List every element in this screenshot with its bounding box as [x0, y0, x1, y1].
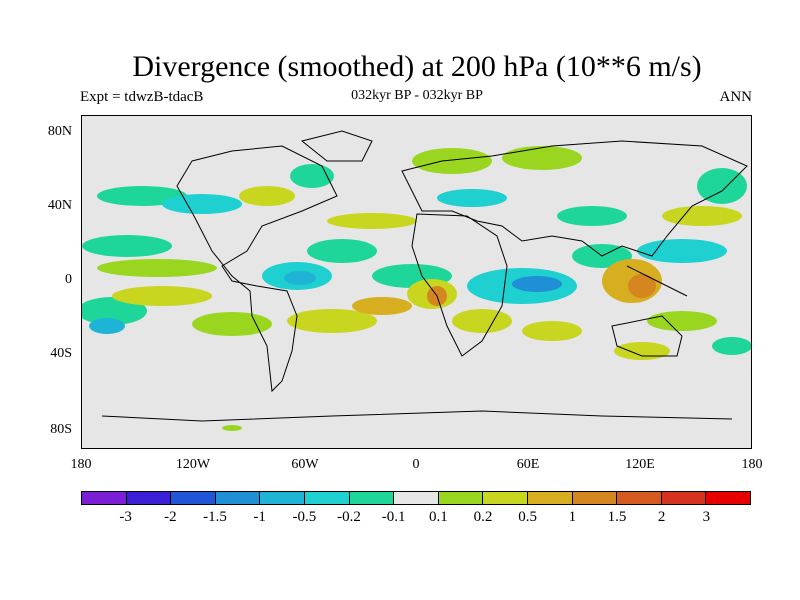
colorbar-segment	[215, 492, 261, 504]
colorbar-label: 0.1	[428, 509, 448, 525]
y-tick-label-2: 0	[65, 272, 72, 287]
colorbar-label: 1	[568, 509, 577, 525]
y-tick-label-4: 80S	[50, 422, 72, 437]
map-plot-area	[81, 115, 752, 449]
experiment-label: Expt = tdwzB-tdacB	[80, 89, 204, 105]
season-label: ANN	[719, 89, 753, 105]
colorbar-segment	[126, 492, 172, 504]
colorbar-label: -0.5	[292, 509, 317, 525]
colorbar-segment	[171, 492, 216, 504]
x-tick-label-1: 120W	[175, 457, 211, 472]
colorbar-label: 0.5	[518, 509, 538, 525]
divergence-map	[82, 130, 751, 431]
colorbar	[81, 491, 751, 505]
colorbar-label: -0.2	[337, 509, 361, 525]
x-tick-label-6: 180	[741, 457, 763, 472]
colorbar-segment	[82, 492, 127, 504]
colorbar-segment	[527, 492, 573, 504]
colorbar-label: -2	[164, 509, 177, 525]
colorbar-segment	[706, 492, 750, 504]
colorbar-label: 3	[702, 509, 711, 525]
colorbar-label: -1	[253, 509, 266, 525]
colorbar-segment	[617, 492, 662, 504]
y-tick-label-3: 40S	[50, 346, 72, 361]
x-tick-label-2: 60W	[291, 457, 319, 472]
x-tick-label-4: 60E	[516, 457, 540, 472]
y-tick-label-1: 40N	[47, 198, 72, 213]
colorbar-segment	[438, 492, 484, 504]
period-label: 032kyr BP - 032kyr BP	[351, 88, 483, 103]
x-tick-label-3: 0	[412, 457, 420, 472]
colorbar-label: 1.5	[607, 509, 627, 525]
coastlines	[101, 130, 748, 422]
x-tick-label-5: 120E	[625, 457, 655, 472]
colorbar-segment	[304, 492, 350, 504]
x-tick-label-0: 180	[70, 457, 92, 472]
colorbar-label: -0.1	[381, 509, 406, 525]
divergence-field	[82, 146, 751, 431]
colorbar-label: -3	[119, 509, 132, 525]
colorbar-segment	[349, 492, 395, 504]
map-title: Divergence (smoothed) at 200 hPa (10**6 …	[132, 50, 702, 83]
y-tick-label-0: 80N	[47, 124, 72, 139]
colorbar-segment	[661, 492, 707, 504]
colorbar-segment	[483, 492, 528, 504]
colorbar-segment	[394, 492, 439, 504]
colorbar-label: 0.2	[473, 509, 493, 525]
colorbar-label: -1.5	[203, 509, 227, 525]
colorbar-segment	[572, 492, 618, 504]
colorbar-segment	[260, 492, 305, 504]
colorbar-label: 2	[657, 509, 666, 525]
